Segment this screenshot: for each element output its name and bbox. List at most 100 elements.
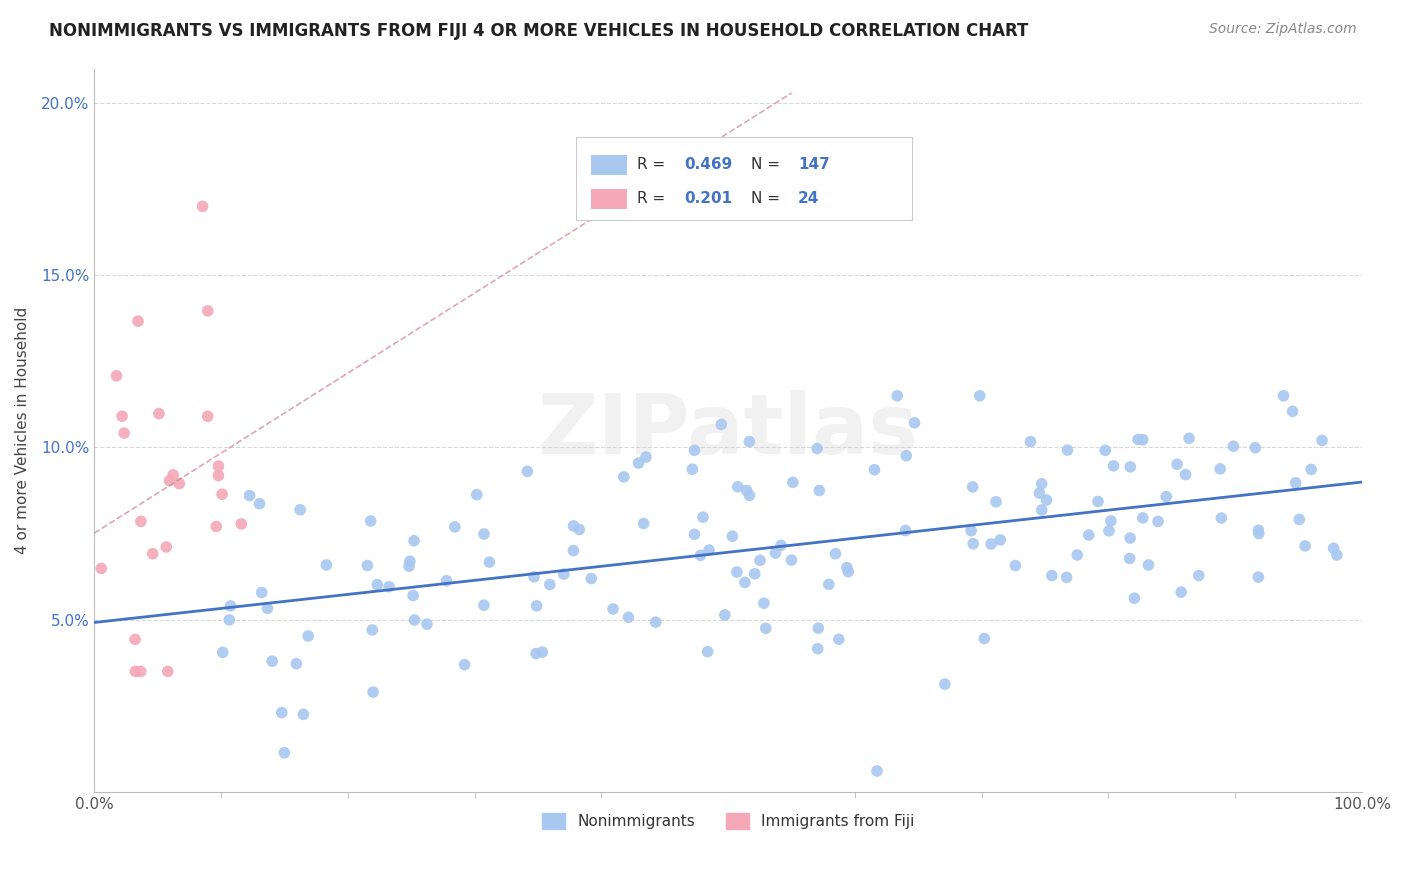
- Point: [315, 558, 337, 572]
- Point: [472, 527, 495, 541]
- Point: [169, 476, 191, 491]
- Point: [297, 629, 319, 643]
- Point: [769, 538, 792, 552]
- Point: [524, 647, 547, 661]
- Point: [1247, 526, 1270, 541]
- Point: [538, 577, 561, 591]
- Text: ZIPatlas: ZIPatlas: [537, 390, 918, 471]
- Point: [1035, 493, 1057, 508]
- Point: [1272, 389, 1295, 403]
- Point: [782, 475, 804, 490]
- Point: [710, 417, 733, 432]
- Point: [1031, 503, 1053, 517]
- Point: [969, 389, 991, 403]
- Point: [1222, 439, 1244, 453]
- Point: [105, 368, 128, 383]
- Point: [1119, 459, 1142, 474]
- Point: [516, 464, 538, 478]
- Point: [159, 474, 181, 488]
- Point: [1310, 434, 1333, 448]
- Point: [634, 450, 657, 464]
- Point: [270, 706, 292, 720]
- Point: [903, 416, 925, 430]
- Point: [568, 523, 591, 537]
- Point: [1247, 570, 1270, 584]
- Point: [1211, 511, 1233, 525]
- Point: [211, 645, 233, 659]
- Point: [465, 488, 488, 502]
- Point: [142, 547, 165, 561]
- Point: [402, 533, 425, 548]
- Point: [399, 554, 422, 568]
- Point: [633, 516, 655, 531]
- Point: [744, 566, 766, 581]
- Point: [896, 449, 918, 463]
- FancyBboxPatch shape: [576, 137, 912, 220]
- Point: [1301, 462, 1323, 476]
- Point: [1132, 511, 1154, 525]
- Point: [973, 632, 995, 646]
- Point: [807, 641, 830, 656]
- Point: [1118, 551, 1140, 566]
- Point: [1094, 443, 1116, 458]
- Point: [129, 514, 152, 528]
- Point: [1102, 458, 1125, 473]
- Point: [689, 549, 711, 563]
- Point: [162, 467, 184, 482]
- Point: [1326, 548, 1348, 562]
- FancyBboxPatch shape: [592, 154, 627, 175]
- Point: [962, 480, 984, 494]
- Point: [553, 567, 575, 582]
- Point: [562, 519, 585, 533]
- Point: [1178, 431, 1201, 445]
- Text: R =: R =: [637, 191, 671, 206]
- Point: [1188, 568, 1211, 582]
- Point: [404, 613, 426, 627]
- Point: [763, 546, 786, 560]
- Point: [1247, 524, 1270, 538]
- Point: [1119, 531, 1142, 545]
- Point: [273, 746, 295, 760]
- Point: [1174, 467, 1197, 482]
- Point: [835, 560, 858, 574]
- Point: [238, 489, 260, 503]
- Point: [436, 574, 458, 588]
- Point: [749, 553, 772, 567]
- Point: [644, 615, 666, 629]
- Point: [111, 409, 134, 424]
- Point: [156, 665, 179, 679]
- Point: [828, 632, 851, 647]
- Point: [735, 483, 758, 498]
- Point: [443, 520, 465, 534]
- Legend: Nonimmigrants, Immigrants from Fiji: Nonimmigrants, Immigrants from Fiji: [536, 806, 921, 835]
- Point: [697, 543, 720, 558]
- Point: [696, 645, 718, 659]
- Point: [627, 456, 650, 470]
- Point: [148, 407, 170, 421]
- Text: Source: ZipAtlas.com: Source: ZipAtlas.com: [1209, 22, 1357, 37]
- Point: [980, 537, 1002, 551]
- Point: [207, 468, 229, 483]
- Point: [127, 314, 149, 328]
- Point: [1244, 441, 1267, 455]
- Text: 0.469: 0.469: [683, 157, 733, 172]
- Point: [1284, 475, 1306, 490]
- Point: [472, 598, 495, 612]
- Point: [366, 577, 388, 591]
- Point: [934, 677, 956, 691]
- Y-axis label: 4 or more Vehicles in Household: 4 or more Vehicles in Household: [15, 307, 30, 554]
- Point: [780, 553, 803, 567]
- Point: [824, 547, 846, 561]
- Point: [837, 565, 859, 579]
- Point: [683, 443, 706, 458]
- Point: [1004, 558, 1026, 573]
- Point: [1170, 585, 1192, 599]
- FancyBboxPatch shape: [592, 188, 627, 209]
- Point: [288, 503, 311, 517]
- Point: [1028, 486, 1050, 500]
- Point: [1066, 548, 1088, 562]
- Point: [1031, 476, 1053, 491]
- Point: [1281, 404, 1303, 418]
- Point: [692, 510, 714, 524]
- Text: 24: 24: [797, 191, 820, 206]
